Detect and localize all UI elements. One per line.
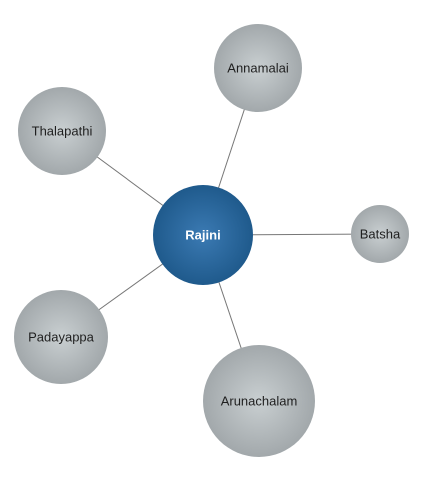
node-label: Arunachalam [221, 394, 298, 409]
node-label: Annamalai [227, 61, 289, 76]
node-annamalai[interactable]: Annamalai [214, 24, 302, 112]
node-label: Padayappa [28, 330, 95, 345]
node-batsha[interactable]: Batsha [351, 205, 409, 263]
node-rajini[interactable]: Rajini [153, 185, 253, 285]
node-padayappa[interactable]: Padayappa [14, 290, 108, 384]
node-label: Thalapathi [32, 124, 93, 139]
node-label: Batsha [360, 227, 401, 242]
node-thalapathi[interactable]: Thalapathi [18, 87, 106, 175]
node-arunachalam[interactable]: Arunachalam [203, 345, 315, 457]
center-node-label: Rajini [185, 228, 220, 243]
